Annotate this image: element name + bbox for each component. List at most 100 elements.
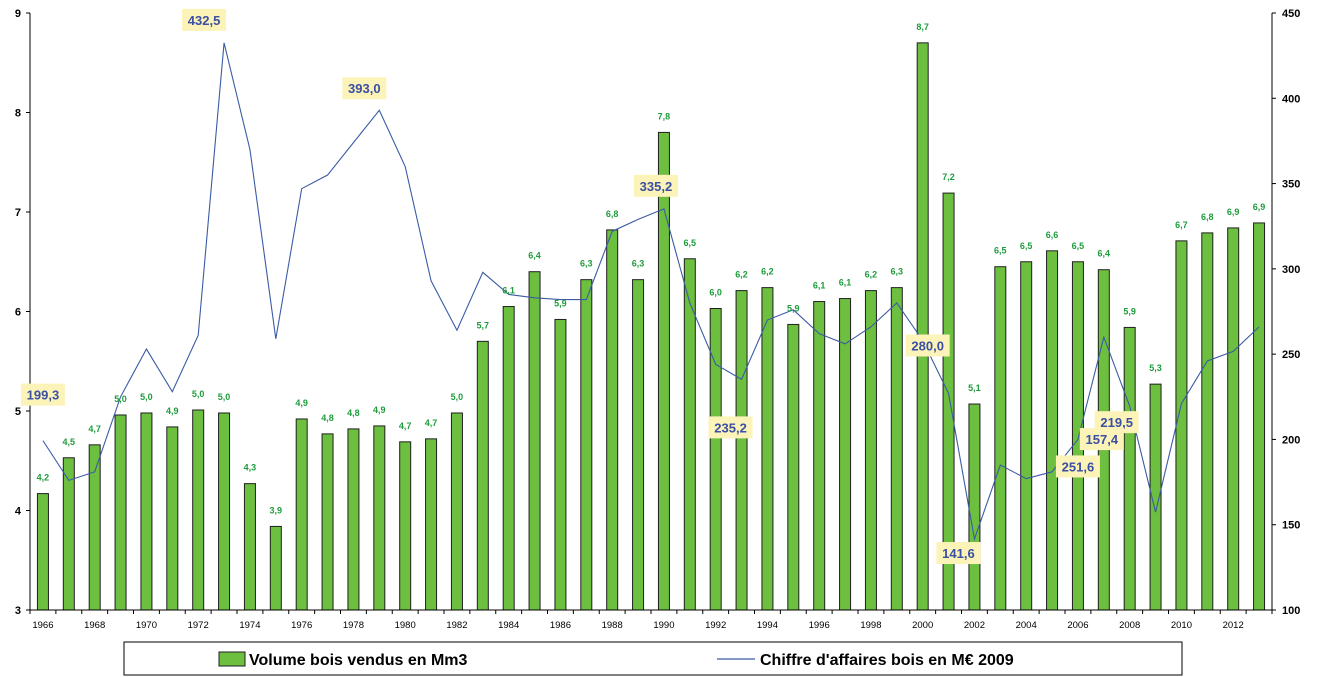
bar-labels-group: 4,2 4,5 4,7 5,0 5,0 4,9 5,0 5,0 4,3 3,9 4,9 4,8 4,8 4…: [37, 22, 1266, 516]
x-tick-label: 1996: [809, 620, 830, 631]
bar-value-label: 6,4: [1098, 249, 1111, 259]
annotation-text: 335,2: [640, 179, 673, 194]
y-left-tick-label: 7: [15, 207, 21, 219]
bar-value-label: 5,0: [218, 392, 231, 402]
bar-1976: [295, 418, 308, 611]
bar-value-label: 5,0: [114, 394, 127, 404]
bar-value-label: 5,9: [554, 298, 567, 308]
y-left-tick-label: 9: [15, 8, 21, 20]
y-right-tick-label: 250: [1282, 349, 1300, 361]
bar-1997: [839, 298, 852, 611]
y-left-tick-label: 8: [15, 108, 21, 120]
x-tick-label: 2010: [1171, 620, 1192, 631]
line-annotation-2006: 251,6: [1055, 455, 1100, 478]
x-tick-label: 1974: [239, 620, 260, 631]
y-right-tick-label: 300: [1282, 264, 1300, 276]
x-tick-label: 2012: [1223, 620, 1244, 631]
bar-value-label: 6,3: [580, 259, 593, 269]
x-tick-label: 1994: [757, 620, 778, 631]
bar-value-label: 6,5: [1020, 241, 1033, 251]
bar-value-label: 4,7: [399, 421, 412, 431]
x-tick-label: 1982: [446, 620, 467, 631]
bar-1984: [502, 306, 515, 611]
bar-2002: [968, 403, 981, 611]
annotation-text: 235,2: [714, 420, 747, 435]
bar-value-label: 6,2: [761, 267, 774, 277]
bar-1993: [735, 290, 748, 611]
annotation-text: 280,0: [911, 338, 944, 353]
bar-value-label: 6,7: [1175, 220, 1188, 230]
bar-2010: [1175, 240, 1188, 611]
annotation-text: 432,5: [188, 13, 221, 28]
axes-group: 3 4 5 6 7 8 9 100 150 200 250 300 350 400 450 1966 1968 1…: [15, 8, 1300, 631]
bar-1983: [476, 340, 489, 611]
annotation-box: [905, 334, 950, 357]
bar-2013: [1253, 222, 1266, 611]
bar-value-label: 6,3: [632, 259, 645, 269]
annotation-text: 251,6: [1062, 459, 1095, 474]
bar-value-label: 6,2: [735, 270, 748, 280]
legend: Volume bois vendus en Mm3 Chiffre d'affa…: [123, 641, 1183, 676]
bar-value-label: 4,5: [63, 437, 76, 447]
x-tick-label: 2008: [1119, 620, 1140, 631]
bar-value-label: 7,2: [942, 172, 955, 182]
bar-value-label: 4,7: [425, 418, 438, 428]
bar-value-label: 4,9: [166, 406, 179, 416]
bar-value-label: 6,8: [606, 209, 619, 219]
bar-2004: [1020, 261, 1033, 611]
bar-2012: [1227, 227, 1240, 611]
bar-value-label: 4,9: [295, 398, 308, 408]
line-annotation-1979: 393,0: [342, 77, 387, 100]
bar-value-label: 6,2: [865, 270, 878, 280]
bar-1980: [399, 441, 412, 611]
x-tick-label: 2006: [1067, 620, 1088, 631]
bar-1968: [88, 444, 101, 611]
annotation-box: [1094, 411, 1139, 434]
bar-1994: [761, 287, 774, 611]
x-tick-label: 2000: [912, 620, 933, 631]
x-tick-label: 1976: [291, 620, 312, 631]
annotation-text: 219,5: [1100, 415, 1133, 430]
bar-value-label: 5,0: [140, 392, 153, 402]
bar-value-label: 6,5: [684, 238, 697, 248]
annotation-text: 393,0: [348, 81, 381, 96]
bar-value-label: 5,9: [1123, 306, 1136, 316]
x-tick-label: 1986: [550, 620, 571, 631]
line-annotations-group: 199,3 432,5 393,0 335,2 235,2 280,0 141,6 251,6…: [20, 8, 1139, 565]
bar-2003: [994, 266, 1007, 611]
annotation-box: [342, 77, 387, 100]
bar-1992: [709, 308, 722, 611]
bar-1975: [269, 525, 282, 611]
x-tick-label: 1970: [136, 620, 157, 631]
y-left-tick-label: 6: [15, 307, 21, 319]
y-left-tick-label: 3: [15, 605, 21, 617]
x-tick-label: 1998: [860, 620, 881, 631]
x-tick-label: 2004: [1016, 620, 1037, 631]
bar-1979: [373, 425, 386, 611]
annotation-box: [708, 416, 753, 439]
y-right-tick-label: 400: [1282, 93, 1300, 105]
line-annotation-2008: 219,5: [1094, 411, 1139, 434]
annotation-box: [20, 383, 65, 406]
x-tick-label: 1990: [653, 620, 674, 631]
x-tick-label: 1992: [705, 620, 726, 631]
y-right-tick-label: 150: [1282, 520, 1300, 532]
annotation-box: [1079, 428, 1124, 451]
annotation-box: [633, 174, 678, 197]
annotation-box: [182, 8, 227, 31]
x-tick-label: 1966: [32, 620, 53, 631]
bar-value-label: 4,2: [37, 473, 50, 483]
bar-value-label: 5,0: [451, 392, 464, 402]
bar-1966: [36, 493, 49, 611]
x-tick-label: 1988: [602, 620, 623, 631]
line-annotation-1993: 235,2: [708, 416, 753, 439]
bar-value-label: 6,9: [1227, 207, 1240, 217]
bar-value-label: 6,5: [994, 246, 1007, 256]
bar-1990: [657, 131, 670, 611]
bar-1988: [606, 229, 619, 611]
bar-value-label: 7,8: [658, 111, 671, 121]
bar-value-label: 4,9: [373, 405, 386, 415]
line-annotation-2000: 280,0: [905, 334, 950, 357]
